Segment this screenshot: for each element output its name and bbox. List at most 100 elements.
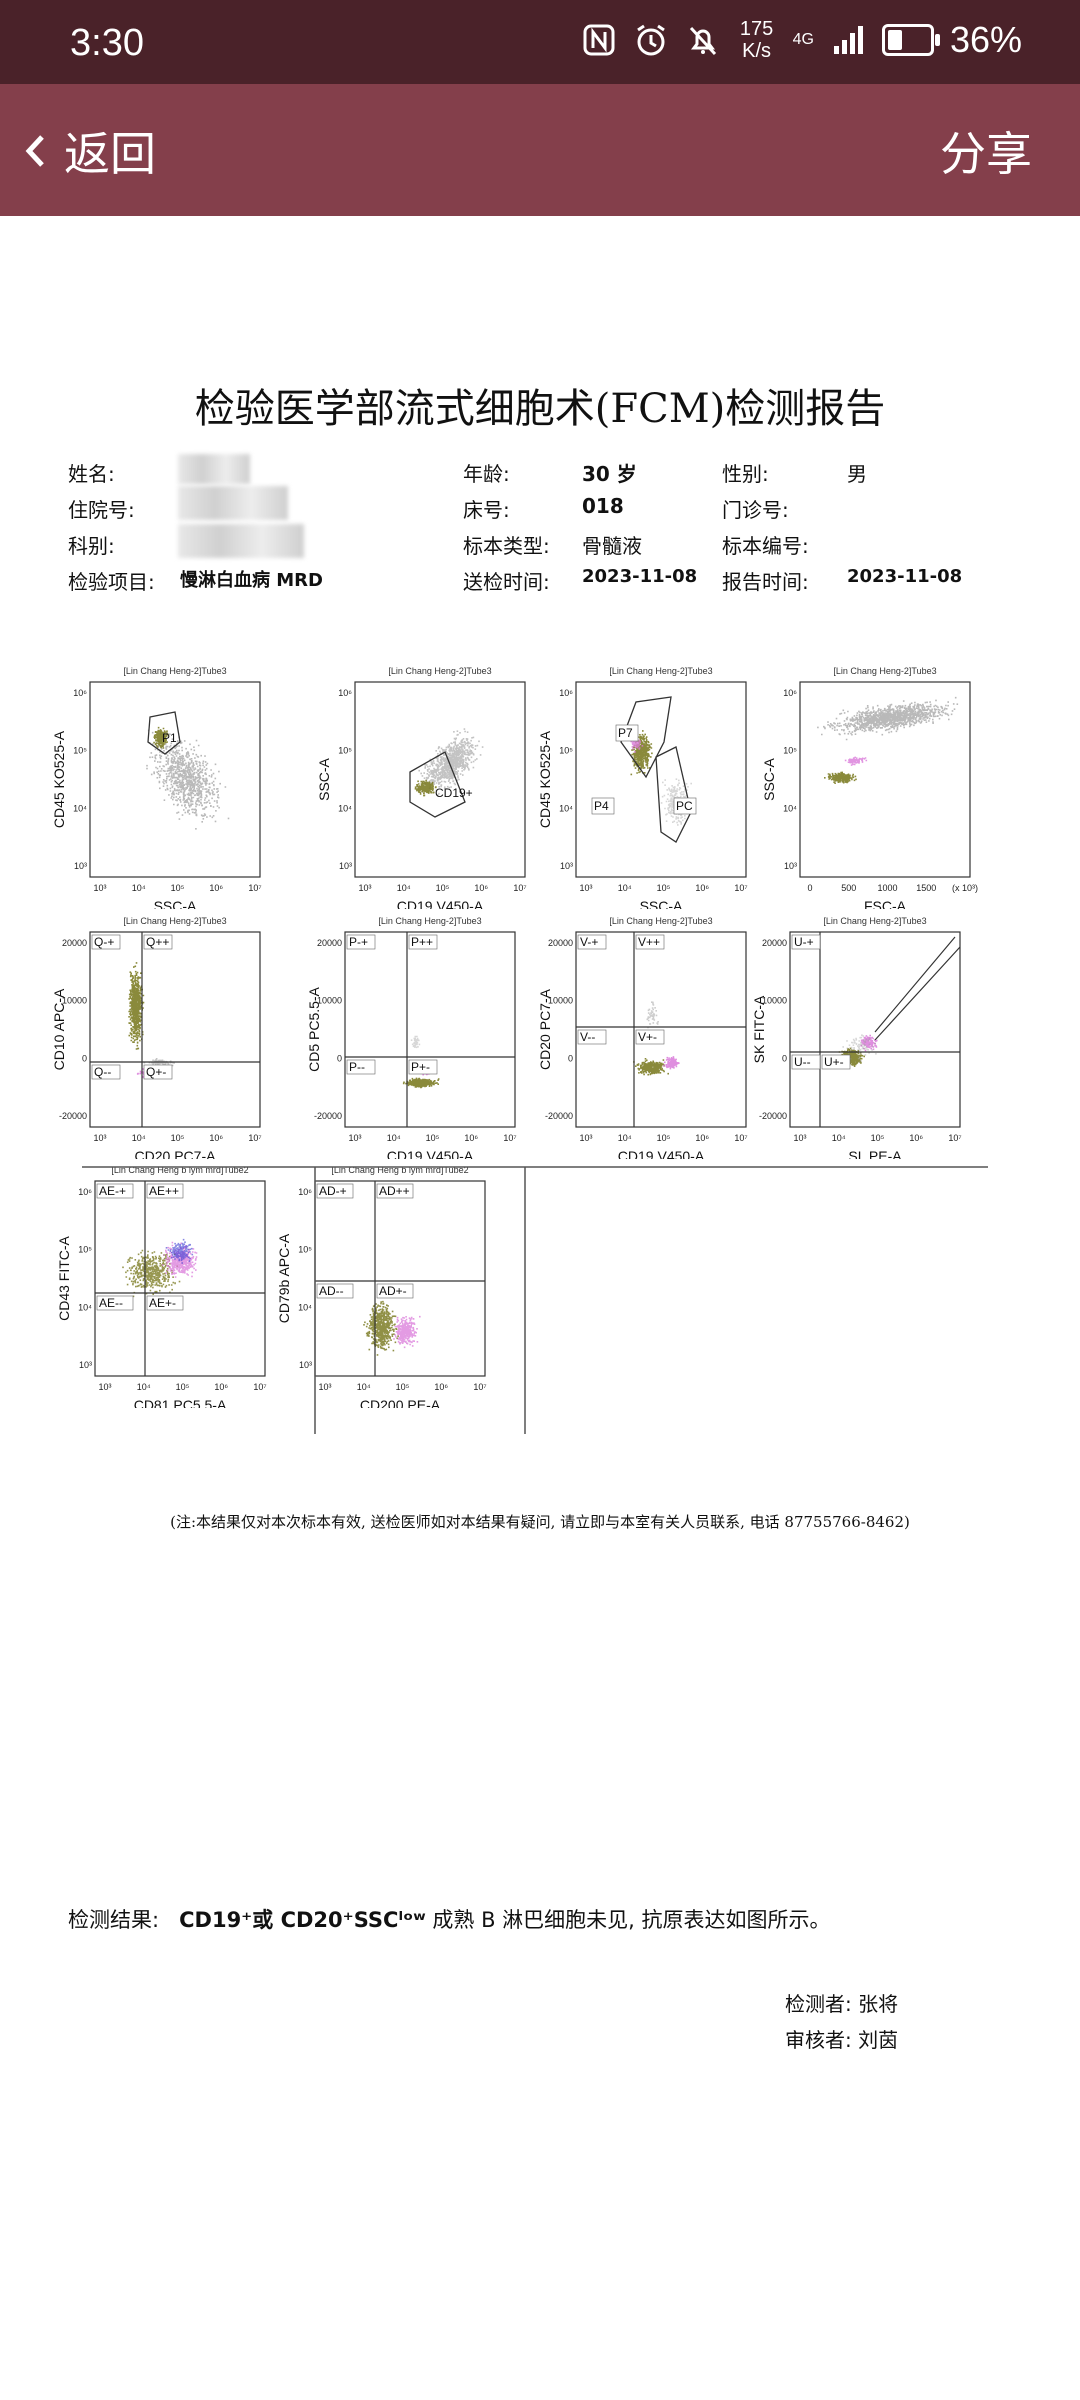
x-tick-label: 10⁴ bbox=[387, 1133, 401, 1143]
fcm-plot-2: [Lin Chang Heng-2]Tube3 CD19+ CD19 V450-A S… bbox=[316, 666, 527, 909]
gate-label: P7 bbox=[618, 726, 633, 740]
gate-label: V++ bbox=[638, 935, 660, 949]
y-tick-label: 20000 bbox=[548, 938, 573, 948]
back-button[interactable]: 返回 bbox=[24, 118, 156, 184]
fcm-plot-4: [Lin Chang Heng-2]Tube3 FSC-A SSC-A 0 500 100… bbox=[761, 666, 978, 909]
report-time-value: 2023-11-08 bbox=[847, 566, 963, 587]
x-tick-label: 10⁶ bbox=[464, 1133, 478, 1143]
inpatient-label: 住院号: bbox=[68, 498, 135, 522]
y-tick-label: 10⁶ bbox=[298, 1187, 312, 1197]
gate-label: P++ bbox=[411, 935, 433, 949]
x-tick-label: 10⁵ bbox=[871, 1133, 885, 1143]
report-title: 检验医学部流式细胞术(FCM)检测报告 bbox=[194, 386, 886, 432]
plot-title: [Lin Chang Heng-2]Tube3 bbox=[609, 666, 712, 676]
net-speed-unit: K/s bbox=[742, 40, 772, 62]
y-tick-label: 0 bbox=[782, 1053, 787, 1063]
plot-title: [Lin Chang Heng-2]Tube3 bbox=[388, 666, 491, 676]
x-tick-label: 10⁶ bbox=[209, 1133, 223, 1143]
gate-label: Q-+ bbox=[94, 935, 114, 949]
dept-label: 科别: bbox=[68, 534, 115, 558]
gate-label: V+- bbox=[638, 1030, 657, 1044]
fcm-plot-3: [Lin Chang Heng-2]Tube3 P7 P4 PC SSC-A CD45 K… bbox=[537, 666, 748, 909]
outpatient-label: 门诊号: bbox=[722, 498, 789, 522]
y-axis-label: SSC-A bbox=[316, 757, 332, 800]
nfc-icon bbox=[583, 24, 615, 56]
x-tick-label: 10⁴ bbox=[132, 1133, 146, 1143]
plot-frame bbox=[575, 681, 747, 878]
battery-icon bbox=[881, 24, 940, 56]
gate-label: U-- bbox=[794, 1055, 811, 1069]
plot-frame bbox=[314, 1180, 486, 1377]
app-bar: 返回 分享 bbox=[0, 84, 1080, 216]
y-tick-label: 10³ bbox=[339, 861, 352, 871]
x-axis-label: CD19 V450-A bbox=[618, 1148, 705, 1159]
x-tick-label: 10³ bbox=[318, 1382, 331, 1392]
x-tick-label: 10⁵ bbox=[426, 1133, 440, 1143]
gate-label: V-+ bbox=[580, 935, 598, 949]
gate-label: AE-- bbox=[99, 1296, 123, 1310]
status-time: 3:30 bbox=[70, 22, 144, 64]
gate-polygon bbox=[409, 751, 466, 818]
y-tick-label: 10000 bbox=[548, 996, 573, 1006]
y-tick-label: 10000 bbox=[62, 996, 87, 1006]
y-tick-label: 10⁵ bbox=[559, 746, 573, 756]
redacted-name bbox=[178, 454, 250, 484]
x-tick-label: 10⁴ bbox=[397, 883, 411, 893]
gate-label: P-+ bbox=[349, 935, 368, 949]
x-tick-label: 10⁵ bbox=[171, 883, 185, 893]
status-bar: 3:30 175 K/s 4G 36% bbox=[0, 0, 1080, 84]
gate-label: P1 bbox=[162, 731, 177, 745]
item-value: 慢淋白血病 MRD bbox=[180, 570, 323, 591]
status-icons: 175 K/s 4G 36% bbox=[581, 18, 1022, 62]
y-tick-label: 10⁶ bbox=[783, 688, 797, 698]
x-axis-label: CD19 V450-A bbox=[397, 898, 484, 909]
y-axis-label: SSC-A bbox=[761, 757, 777, 800]
x-tick-label: 10⁷ bbox=[948, 1133, 961, 1143]
plot-title: [Lin Chang Heng-2]Tube3 bbox=[823, 916, 926, 926]
y-tick-label: 10⁶ bbox=[78, 1187, 92, 1197]
x-tick-label: 10³ bbox=[793, 1133, 806, 1143]
y-tick-label: 10⁶ bbox=[559, 688, 573, 698]
x-tick-label: 10⁴ bbox=[357, 1382, 371, 1392]
share-button[interactable]: 分享 bbox=[940, 127, 1032, 181]
y-tick-label: 10⁵ bbox=[298, 1245, 312, 1255]
gate-label: U+- bbox=[824, 1055, 844, 1069]
y-axis-label: SK FITC-A bbox=[751, 995, 767, 1063]
net-speed: 175 K/s bbox=[737, 18, 777, 62]
x-tick-label: 10⁷ bbox=[253, 1382, 266, 1392]
y-tick-label: 10⁴ bbox=[783, 803, 797, 813]
x-tick-label: 10³ bbox=[358, 883, 371, 893]
x-tick-label: 1000 bbox=[877, 883, 897, 893]
item-label: 检验项目: bbox=[68, 570, 155, 594]
send-time-value: 2023-11-08 bbox=[582, 566, 698, 587]
gate-label: Q++ bbox=[146, 935, 169, 949]
x-tick-label: 10⁷ bbox=[503, 1133, 516, 1143]
y-tick-label: 10⁴ bbox=[338, 803, 352, 813]
result-label: 检测结果: bbox=[68, 1908, 160, 1932]
x-axis-label: SSC-A bbox=[640, 898, 683, 909]
x-axis-label: SSC-A bbox=[154, 898, 197, 909]
y-tick-label: 10⁵ bbox=[73, 746, 87, 756]
x-axis-label: FSC-A bbox=[864, 898, 907, 909]
gate-label: AD-+ bbox=[319, 1184, 347, 1198]
y-axis-label: CD45 KO525-A bbox=[537, 730, 553, 828]
bed-label: 床号: bbox=[463, 498, 510, 522]
y-tick-label: 0 bbox=[568, 1053, 573, 1063]
bell-off-icon bbox=[689, 26, 716, 56]
redacted-dept bbox=[178, 524, 304, 558]
gate-polygon bbox=[147, 711, 181, 755]
plot-frame bbox=[575, 931, 747, 1128]
y-tick-label: 10³ bbox=[560, 861, 573, 871]
sex-label: 性别: bbox=[722, 462, 769, 486]
gate-label: CD19+ bbox=[435, 786, 473, 800]
x-tick-label: 10⁴ bbox=[618, 883, 632, 893]
y-axis-label: CD10 APC-A bbox=[51, 988, 67, 1070]
x-tick-label: 10⁴ bbox=[618, 1133, 632, 1143]
chevron-left-icon bbox=[25, 135, 44, 167]
reviewer: 审核者: 刘茵 bbox=[785, 2028, 899, 2052]
plot-title: [Lin Chang Heng b lym mrd]Tube2 bbox=[111, 1165, 248, 1175]
alarm-icon bbox=[636, 24, 665, 56]
plot-title: [Lin Chang Heng-2]Tube3 bbox=[833, 666, 936, 676]
x-axis-label: SL PE-A bbox=[848, 1148, 902, 1159]
y-tick-label: 10⁴ bbox=[559, 803, 573, 813]
